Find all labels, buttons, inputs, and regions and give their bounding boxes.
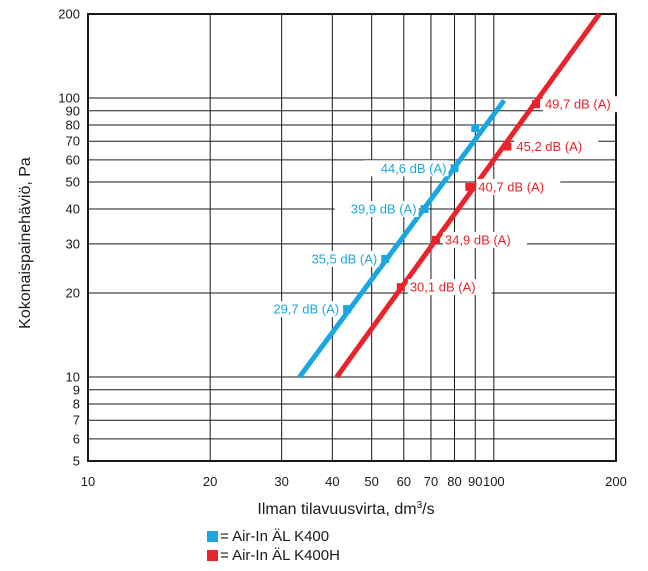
x-tick-label: 20 bbox=[203, 474, 217, 489]
legend-swatch-k400h bbox=[207, 550, 218, 561]
data-point-marker bbox=[471, 124, 480, 133]
data-label: 35,5 dB (A) bbox=[311, 251, 377, 266]
data-label: 40,7 dB (A) bbox=[478, 179, 544, 194]
y-tick-label: 6 bbox=[73, 431, 80, 446]
y-tick-label: 30 bbox=[66, 236, 80, 251]
data-label: 44,6 dB (A) bbox=[381, 161, 447, 176]
y-tick-label: 10 bbox=[66, 370, 80, 385]
data-label-background bbox=[514, 138, 599, 155]
x-tick-label: 90 bbox=[468, 474, 482, 489]
x-tick-label: 80 bbox=[447, 474, 461, 489]
data-label-background bbox=[542, 96, 627, 113]
data-label: 29,7 dB (A) bbox=[273, 302, 339, 317]
legend-label-k400h: = Air-In ÄL K400H bbox=[220, 547, 340, 564]
data-point-marker bbox=[465, 182, 474, 191]
data-label-background bbox=[334, 201, 419, 218]
data-point-marker bbox=[531, 100, 540, 109]
x-tick-label: 200 bbox=[605, 474, 627, 489]
legend-item-k400: = Air-In ÄL K400 bbox=[207, 527, 340, 546]
x-axis-label-tail: /s bbox=[422, 501, 434, 518]
data-label: 49,7 dB (A) bbox=[545, 97, 611, 112]
x-tick-label: 30 bbox=[274, 474, 288, 489]
y-tick-label: 50 bbox=[66, 174, 80, 189]
data-label: 45,2 dB (A) bbox=[516, 139, 582, 154]
data-label-background bbox=[257, 301, 342, 318]
data-point-marker bbox=[503, 142, 512, 151]
data-label-background bbox=[364, 160, 449, 177]
y-tick-label: 9 bbox=[73, 382, 80, 397]
x-tick-label: 10 bbox=[81, 474, 95, 489]
y-tick-label: 70 bbox=[66, 134, 80, 149]
data-point-marker bbox=[420, 205, 429, 214]
data-label: 30,1 dB (A) bbox=[410, 280, 476, 295]
x-tick-label: 50 bbox=[364, 474, 378, 489]
data-point-marker bbox=[450, 164, 459, 173]
y-tick-label: 60 bbox=[66, 152, 80, 167]
data-label: 34,9 dB (A) bbox=[445, 232, 511, 247]
x-axis-label: Ilman tilavuusvirta, dm3/s bbox=[257, 500, 434, 518]
y-tick-label: 200 bbox=[58, 7, 80, 22]
y-tick-label: 90 bbox=[66, 103, 80, 118]
x-tick-label: 40 bbox=[325, 474, 339, 489]
y-tick-label: 5 bbox=[73, 454, 80, 469]
legend-swatch-k400 bbox=[207, 531, 218, 542]
data-labels: 29,7 dB (A) 35,5 dB (A) 39,9 dB (A) 44,6 dB… bbox=[257, 96, 627, 318]
x-axis-label-text: Ilman tilavuusvirta, dm bbox=[257, 501, 416, 518]
x-tick-label: 100 bbox=[483, 474, 505, 489]
y-tick-label: 40 bbox=[66, 202, 80, 217]
data-point-marker bbox=[431, 235, 440, 244]
legend-label-k400: = Air-In ÄL K400 bbox=[220, 528, 330, 545]
grid bbox=[87, 13, 617, 462]
data-label-background bbox=[476, 178, 561, 195]
data-point-marker bbox=[381, 254, 390, 263]
y-tick-label: 20 bbox=[66, 286, 80, 301]
series-group bbox=[297, 12, 602, 379]
data-label-background bbox=[442, 231, 527, 248]
data-point-marker bbox=[396, 283, 405, 292]
data-label-background bbox=[407, 279, 492, 296]
data-label-background bbox=[295, 250, 380, 267]
data-point-marker bbox=[343, 305, 352, 314]
legend-item-k400h: = Air-In ÄL K400H bbox=[207, 546, 340, 565]
x-tick-labels: 10 20 30 40 50 60 70 80 90 100 200 bbox=[81, 474, 627, 489]
series-line-k400 bbox=[297, 98, 507, 379]
x-tick-label: 70 bbox=[424, 474, 438, 489]
data-label: 39,9 dB (A) bbox=[351, 202, 417, 217]
y-tick-label: 100 bbox=[58, 90, 80, 105]
x-axis-label-superscript: 3 bbox=[417, 500, 423, 511]
y-tick-label: 8 bbox=[73, 397, 80, 412]
y-axis-label: Kokonaispainehäviö, Pa bbox=[17, 157, 34, 329]
plot-frame bbox=[87, 13, 617, 462]
y-tick-label: 7 bbox=[73, 413, 80, 428]
x-tick-label: 60 bbox=[397, 474, 411, 489]
series-line-k400h bbox=[334, 12, 602, 379]
y-tick-label: 80 bbox=[66, 118, 80, 133]
legend: = Air-In ÄL K400 = Air-In ÄL K400H bbox=[207, 527, 340, 565]
